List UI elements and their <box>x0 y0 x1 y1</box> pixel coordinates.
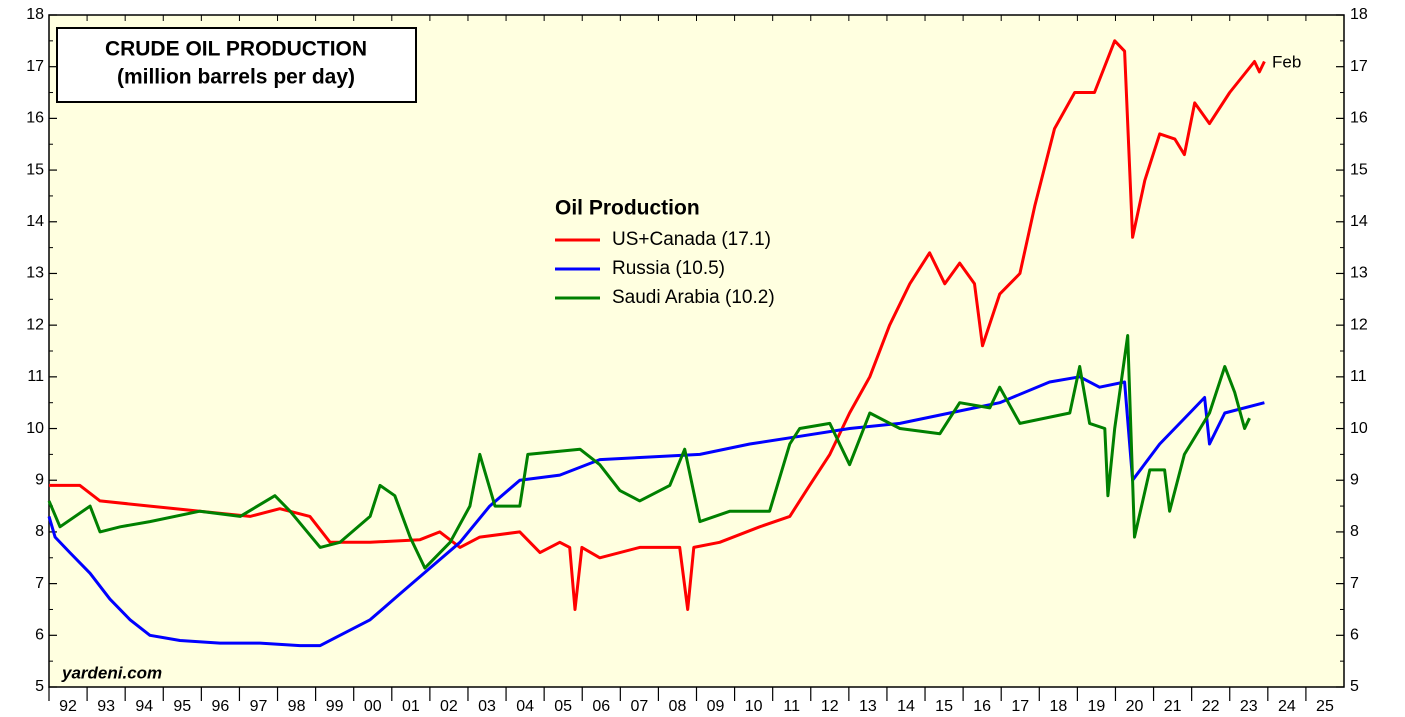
x-tick-label: 03 <box>478 698 496 715</box>
x-tick-label: 98 <box>288 698 306 715</box>
y-tick-label: 12 <box>26 316 44 333</box>
x-tick-label: 22 <box>1202 698 1220 715</box>
x-tick-label: 06 <box>592 698 610 715</box>
legend-title: Oil Production <box>555 197 700 220</box>
y-tick-label: 11 <box>27 368 44 385</box>
y-tick-label: 10 <box>26 420 44 437</box>
y-tick-label: 15 <box>26 161 44 178</box>
y-tick-label: 6 <box>35 627 44 644</box>
annotation: Feb <box>1272 52 1301 71</box>
y2-tick-label: 11 <box>1350 368 1367 385</box>
y2-tick-label: 9 <box>1350 471 1359 488</box>
x-tick-label: 08 <box>669 698 687 715</box>
plot-area <box>48 14 1345 688</box>
x-tick-label: 15 <box>935 698 953 715</box>
y2-tick-label: 10 <box>1350 420 1368 437</box>
chart-title: CRUDE OIL PRODUCTION <box>105 38 367 61</box>
x-tick-label: 93 <box>97 698 115 715</box>
x-tick-label: 99 <box>326 698 344 715</box>
y2-tick-label: 8 <box>1350 523 1359 540</box>
y-tick-label: 14 <box>26 213 44 230</box>
y2-tick-label: 15 <box>1350 161 1368 178</box>
watermark: yardeni.com <box>61 663 162 682</box>
x-tick-label: 14 <box>897 698 915 715</box>
y-tick-label: 8 <box>35 523 44 540</box>
axes: 5 6 7 8 9 10 11 12 13 14 15 16 17 18 5 6 7 8 9 10 11 12 13 14 15… <box>26 6 1368 715</box>
x-tick-label: 21 <box>1164 698 1182 715</box>
y2-tick-label: 17 <box>1350 58 1368 75</box>
y-tick-label: 16 <box>26 110 44 127</box>
x-tick-label: 20 <box>1126 698 1144 715</box>
x-tick-label: 95 <box>173 698 191 715</box>
x-tick-label: 24 <box>1278 698 1296 715</box>
y2-tick-label: 7 <box>1350 575 1359 592</box>
x-tick-label: 07 <box>630 698 648 715</box>
y2-tick-label: 5 <box>1350 678 1359 695</box>
x-tick-label: 96 <box>211 698 229 715</box>
x-tick-label: 04 <box>516 698 534 715</box>
x-tick-label: 12 <box>821 698 839 715</box>
legend-label: Russia (10.5) <box>612 258 725 279</box>
legend-label: US+Canada (17.1) <box>612 229 771 250</box>
y-tick-label: 18 <box>26 6 44 23</box>
x-tick-label: 11 <box>783 698 800 715</box>
y2-tick-label: 12 <box>1350 316 1368 333</box>
x-tick-label: 00 <box>364 698 382 715</box>
x-tick-label: 13 <box>859 698 877 715</box>
x-tick-label: 23 <box>1240 698 1258 715</box>
x-tick-label: 10 <box>745 698 763 715</box>
x-tick-label: 92 <box>59 698 77 715</box>
data-line <box>47 375 1265 648</box>
y-tick-label: 9 <box>35 471 44 488</box>
data-line <box>47 334 1251 570</box>
y2-tick-label: 6 <box>1350 627 1359 644</box>
y2-tick-label: 16 <box>1350 110 1368 127</box>
x-tick-label: 25 <box>1316 698 1334 715</box>
x-tick-label: 18 <box>1049 698 1067 715</box>
data-line <box>49 39 1266 611</box>
x-tick-label: 19 <box>1088 698 1106 715</box>
y2-tick-label: 13 <box>1350 265 1368 282</box>
x-tick-label: 01 <box>402 698 420 715</box>
y-tick-label: 13 <box>26 265 44 282</box>
x-tick-label: 05 <box>554 698 572 715</box>
y-tick-label: 7 <box>35 575 44 592</box>
x-tick-label: 02 <box>440 698 458 715</box>
y2-tick-label: 14 <box>1350 213 1368 230</box>
y2-tick-label: 18 <box>1350 6 1368 23</box>
chart-subtitle: (million barrels per day) <box>117 66 355 89</box>
x-tick-label: 94 <box>135 698 153 715</box>
x-tick-label: 17 <box>1011 698 1029 715</box>
x-tick-label: 16 <box>973 698 991 715</box>
lines <box>47 39 1266 648</box>
legend-label: Saudi Arabia (10.2) <box>612 287 775 308</box>
x-tick-label: 97 <box>250 698 268 715</box>
x-tick-label: 09 <box>707 698 725 715</box>
y-tick-label: 5 <box>35 678 44 695</box>
y-tick-label: 17 <box>26 58 44 75</box>
title-box <box>56 27 417 103</box>
